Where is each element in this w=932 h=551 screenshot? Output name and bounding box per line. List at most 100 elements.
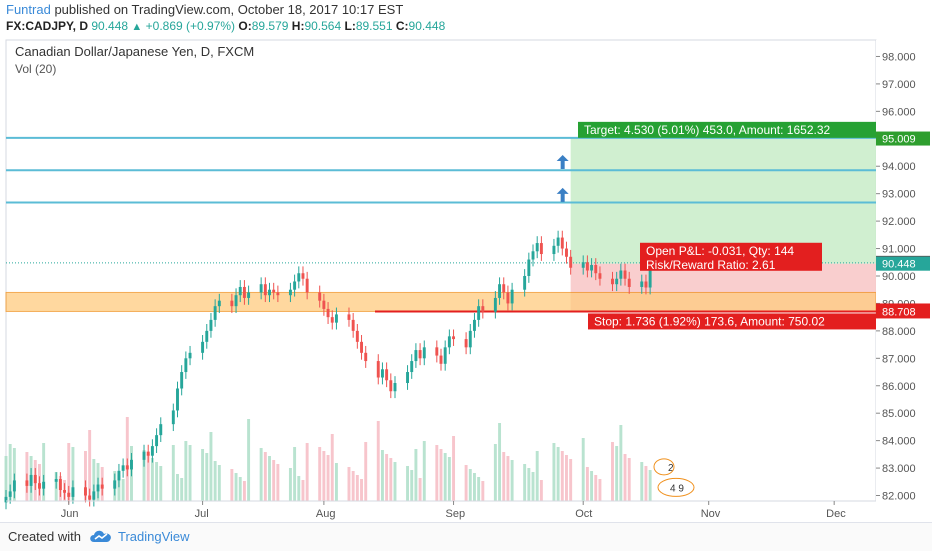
time-tick-label: Nov [701,508,721,520]
candle-body [176,388,179,411]
price-tick-label: 82.000 [882,491,916,503]
target-label: Target: 4.530 (5.01%) 453.0, Amount: 165… [584,123,830,137]
candle-body [594,265,598,274]
candle-body [184,358,188,373]
volume-bar [293,447,297,501]
candle-body [155,435,159,447]
candle-body [355,330,359,342]
volume-bar [209,432,213,501]
candle-body [25,480,29,486]
price-tick-label: 85.000 [882,408,916,420]
candle-body [627,278,631,287]
volume-bar [351,471,355,501]
candle-body [8,491,12,497]
candle-body [326,308,330,318]
candle-body [623,270,627,279]
candle-body [63,490,67,493]
price-chart[interactable]: Canadian Dollar/Japanese Yen, D, FXCM Vol… [0,38,932,522]
candle-body [477,306,481,320]
volume-bar [585,467,589,501]
candle-body [648,263,652,288]
candle-body [58,479,62,491]
volume-bar [184,441,188,501]
volume-bar [443,453,447,501]
candle-body [142,451,146,460]
candle-body [422,347,426,359]
close-label: C: [395,19,409,33]
candle-body [393,383,397,392]
volume-bar [318,447,322,501]
price-tick-label: 87.000 [882,353,916,365]
candle-body [389,380,393,392]
volume-bar [627,458,631,501]
volume-bar [247,419,251,501]
tradingview-brand-link[interactable]: TradingView [118,529,190,544]
candle-body [443,347,447,364]
candle-body [410,361,414,373]
candle-body [569,256,573,268]
candle-body [125,465,129,470]
volume-bar [297,476,301,501]
volume-bar [242,481,246,501]
candle-body [100,484,104,489]
volume-bar [447,457,451,501]
candle-body [619,270,623,279]
volume-bar [150,458,154,501]
author-link[interactable]: Funtrad [6,2,51,17]
open-value: 89.579 [251,19,289,33]
price-label: 88.708 [882,306,916,318]
time-tick-label: Dec [826,508,846,520]
volume-bar [435,445,439,501]
candle-body [406,372,410,384]
price-label-box [876,256,930,271]
volume-bar [268,456,271,501]
indicator-label: Vol (20) [15,62,56,76]
price-tick-label: 83.000 [882,463,916,475]
candle-body [150,446,154,456]
candle-body [380,369,384,378]
candle-body [305,278,309,293]
stop-label-box [588,313,876,330]
footer-bar: Created with TradingView [0,522,932,551]
candle-body [506,292,510,304]
candle-body [54,479,58,482]
candle-body [498,284,502,298]
time-tick-label: Aug [316,508,336,520]
up-arrow-icon: ▲ [131,21,143,33]
up-arrow-icon [556,187,569,202]
candle-body [276,292,280,296]
volume-bar [389,458,393,501]
volume-bar [590,471,594,501]
volume-bar [527,468,531,501]
event-badge-ring [653,458,675,476]
candle-body [468,330,472,348]
volume-bar [539,480,543,501]
candle-body [556,237,560,246]
price-label: 90.448 [882,259,916,271]
candle-body [159,424,163,436]
candle-body [439,355,443,364]
candle-body [598,273,602,279]
volume-bar [142,450,146,501]
price-label-box [876,131,930,146]
candle-body [510,289,514,304]
volume-bar [259,448,263,501]
volume-bar [88,430,92,501]
candle-body [4,496,8,503]
volume-bar [472,473,476,501]
volume-bar [71,447,75,501]
candle-body [611,278,614,285]
last-price: 90.448 [91,19,129,33]
created-with-text: Created with [8,529,81,544]
volume-bar [213,461,217,501]
candle-body [364,352,368,362]
up-arrow-icon [556,154,569,169]
candle-body [644,281,648,288]
candle-body [12,480,16,492]
volume-bar [334,463,338,501]
price-label-box [876,304,930,319]
candle-body [535,243,539,252]
volume-bar [598,479,602,501]
candle-body [414,350,418,362]
pnl-label: Open P&L: -0.031, Qty: 144 [646,244,794,258]
